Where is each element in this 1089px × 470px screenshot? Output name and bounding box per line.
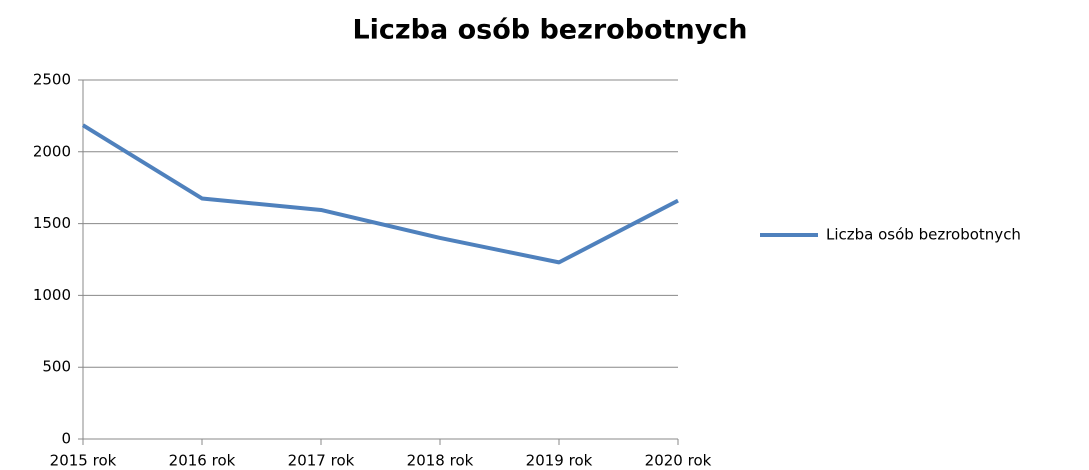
- y-tick-label: 1000: [33, 286, 71, 304]
- x-tick-label: 2019 rok: [526, 452, 593, 470]
- x-tick-label: 2015 rok: [50, 452, 117, 470]
- y-tick-label: 0: [61, 430, 71, 448]
- x-tick-label: 2018 rok: [407, 452, 474, 470]
- y-tick-label: 2500: [33, 71, 71, 89]
- x-tick-label: 2016 rok: [169, 452, 236, 470]
- y-tick-label: 1500: [33, 214, 71, 232]
- y-tick-label: 500: [42, 358, 71, 376]
- x-tick-label: 2020 rok: [645, 452, 712, 470]
- data-line: [81, 123, 679, 265]
- x-tick-label: 2017 rok: [288, 452, 355, 470]
- legend-label: Liczba osób bezrobotnych: [826, 226, 1021, 244]
- chart-title: Liczba osób bezrobotnych: [352, 15, 747, 46]
- y-tick-label: 2000: [33, 142, 71, 160]
